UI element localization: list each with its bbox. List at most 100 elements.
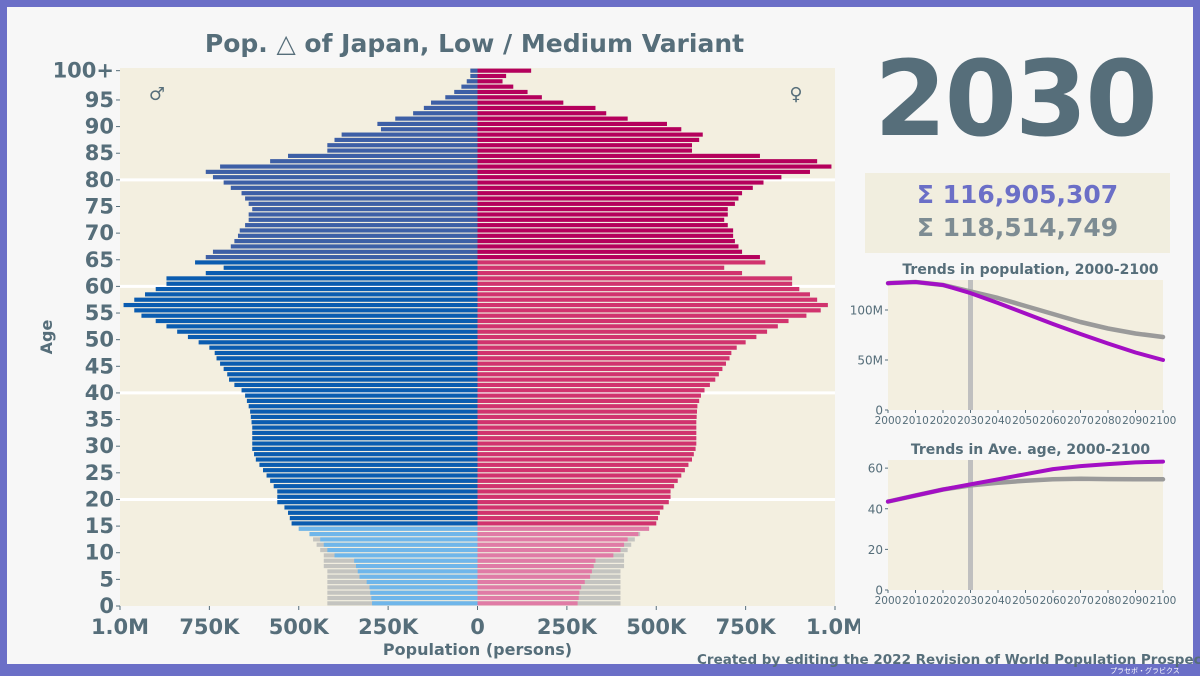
trend-y-tick-label: 100M	[850, 304, 883, 318]
pyramid-bar-female-low	[477, 329, 768, 334]
pyramid-bar-male-low	[177, 329, 478, 334]
trend-y-tick-label: 20	[868, 543, 883, 557]
pyramid-x-tick-label: 250K	[358, 615, 419, 639]
pyramid-bar-male-low	[255, 457, 478, 462]
pyramid-bar-female-low	[477, 484, 675, 489]
pyramid-bar-female-low	[477, 521, 657, 526]
pyramid-bar-male-low	[369, 585, 478, 590]
pyramid-bar-male-low	[212, 249, 478, 254]
totals-box: Σ 116,905,307 Σ 118,514,749	[865, 173, 1170, 253]
trend-x-tick-label: 2000	[875, 595, 902, 607]
pyramid-bar-female-low	[477, 95, 542, 100]
pyramid-bar-female-low	[477, 302, 828, 308]
pyramid-y-tick-label: 10	[85, 541, 114, 565]
pyramid-bar-male-low	[252, 207, 478, 212]
trend-y-tick-label: 0	[875, 584, 883, 598]
trend-x-tick-label: 2000	[875, 415, 902, 427]
pyramid-bar-male-low	[366, 579, 478, 585]
pyramid-bar-female-low	[477, 169, 810, 174]
pyramid-bar-male-low	[461, 84, 478, 89]
pyramid-y-tick-label: 15	[85, 514, 114, 538]
pyramid-y-tick-label: 0	[99, 594, 114, 618]
pyramid-bar-male-low	[223, 180, 478, 185]
pyramid-x-tick-label: 750K	[179, 615, 240, 639]
pyramid-bar-male-low	[195, 260, 478, 265]
pyramid-bar-female-low	[477, 127, 682, 132]
pyramid-x-tick-label: 500K	[269, 615, 330, 639]
pyramid-bar-male-low	[371, 595, 478, 601]
pyramid-bar-male-low	[223, 366, 478, 372]
pyramid-bar-male-low	[214, 350, 478, 356]
pyramid-bar-male-low	[220, 164, 478, 169]
pyramid-bar-female-low	[477, 89, 528, 95]
male-symbol-icon: ♂	[149, 84, 165, 105]
pyramid-bar-male-low	[234, 382, 478, 388]
pyramid-bar-female-low	[477, 601, 578, 606]
pyramid-bar-male-low	[252, 436, 478, 441]
pyramid-x-tick-label: 1.0M	[806, 615, 860, 639]
pyramid-y-tick-label: 35	[85, 408, 114, 432]
pyramid-bar-male-low	[252, 446, 478, 451]
pyramid-bar-male-low	[227, 372, 478, 377]
pyramid-bar-male-low	[370, 590, 478, 595]
pyramid-bar-female-low	[477, 430, 697, 435]
pyramid-bar-male-low	[277, 500, 478, 505]
pyramid-bar-female-low	[477, 217, 725, 222]
pyramid-bar-female-low	[477, 393, 701, 398]
pyramid-bar-female-low	[477, 468, 685, 473]
pyramid-bar-female-low	[477, 372, 719, 377]
trend-x-tick-label: 2060	[1040, 415, 1067, 427]
pyramid-y-tick-label: 20	[85, 487, 114, 511]
pyramid-bar-female-low	[477, 84, 514, 89]
pyramid-bar-male-low	[166, 281, 478, 286]
pyramid-bar-male-low	[155, 286, 478, 292]
pyramid-x-tick-label: 0	[470, 615, 485, 639]
pyramid-bar-male-low	[212, 175, 478, 180]
population-trend-chart: Trends in population, 2000-2100 0 50M 100M 2…	[850, 262, 1177, 427]
pyramid-bar-female-low	[477, 105, 596, 111]
pyramid-bar-male-low	[245, 196, 478, 201]
pyramid-bar-male-low	[246, 398, 478, 403]
pyramid-bar-female-low	[477, 510, 660, 515]
pyramid-bar-male-low	[357, 569, 478, 574]
trend-x-tick-label: 2080	[1095, 595, 1122, 607]
pyramid-bar-male-low	[266, 473, 478, 478]
pyramid-bar-female-low	[477, 569, 592, 574]
pyramid-bar-female-low	[477, 276, 793, 281]
pyramid-bar-male-low	[248, 201, 478, 206]
pyramid-bar-male-low	[239, 228, 478, 233]
pyramid-y-tick-label: 30	[85, 434, 114, 458]
pyramid-x-axis-label: Population (persons)	[383, 640, 572, 659]
pyramid-bar-male-low	[263, 468, 478, 473]
trend-x-tick-label: 2070	[1067, 415, 1094, 427]
pyramid-y-tick-label: 90	[85, 115, 114, 139]
pyramid-x-tick-label: 1.0M	[91, 615, 149, 639]
trend-x-tick-label: 2030	[957, 595, 984, 607]
pyramid-bar-female-low	[477, 532, 639, 537]
pyramid-bar-female-low	[477, 265, 725, 270]
trend-y-tick-label: 0	[875, 404, 883, 418]
trend-x-tick-label: 2090	[1122, 595, 1149, 607]
pyramid-bar-female-low	[477, 207, 728, 212]
pyramid-y-tick-label: 100+	[53, 59, 114, 83]
pyramid-y-tick-label: 75	[85, 194, 114, 218]
pyramid-bar-female-low	[477, 548, 621, 553]
pyramid-bar-male-low	[327, 548, 478, 553]
pyramid-bar-female-low	[477, 132, 703, 137]
trend-y-tick-label: 40	[868, 502, 883, 516]
pyramid-bar-female-low	[477, 478, 678, 483]
pyramid-bar-male-low	[229, 377, 478, 382]
pyramid-x-tick-label: 750K	[716, 615, 777, 639]
trend-y-tick-label: 50M	[857, 354, 883, 368]
pyramid-bar-female-low	[477, 409, 698, 414]
pyramid-bar-female-low	[477, 542, 625, 547]
pyramid-bar-male-low	[205, 169, 478, 174]
pyramid-y-tick-label: 80	[85, 168, 114, 192]
pyramid-bar-male-low	[198, 340, 478, 345]
pyramid-bar-female-low	[477, 382, 710, 388]
pyramid-bar-female-low	[477, 180, 764, 185]
pyramid-bar-female-low	[477, 537, 628, 542]
pyramid-bar-female-low	[477, 153, 760, 158]
trend-x-tick-label: 2030	[957, 415, 984, 427]
pyramid-bar-female-low	[477, 260, 766, 265]
